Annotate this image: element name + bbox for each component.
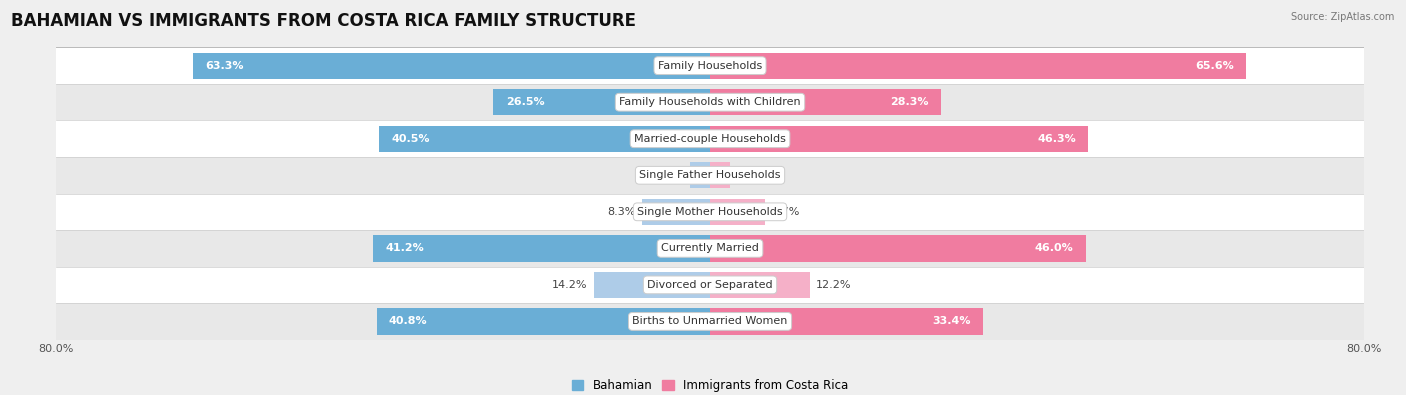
Bar <box>193 53 710 79</box>
Text: 46.3%: 46.3% <box>1038 134 1076 144</box>
Text: 41.2%: 41.2% <box>385 243 425 253</box>
Text: Source: ZipAtlas.com: Source: ZipAtlas.com <box>1291 12 1395 22</box>
Text: 63.3%: 63.3% <box>205 61 243 71</box>
Text: 2.4%: 2.4% <box>737 170 765 180</box>
Text: 8.3%: 8.3% <box>607 207 636 217</box>
FancyBboxPatch shape <box>56 120 1364 157</box>
Text: 26.5%: 26.5% <box>506 97 544 107</box>
Text: Single Mother Households: Single Mother Households <box>637 207 783 217</box>
Text: 28.3%: 28.3% <box>890 97 929 107</box>
Bar <box>710 89 941 115</box>
FancyBboxPatch shape <box>56 47 1364 84</box>
Text: Single Father Households: Single Father Households <box>640 170 780 180</box>
Bar <box>710 308 983 335</box>
Text: Married-couple Households: Married-couple Households <box>634 134 786 144</box>
Text: 40.8%: 40.8% <box>389 316 427 326</box>
Bar <box>374 235 710 261</box>
Text: 46.0%: 46.0% <box>1035 243 1074 253</box>
Bar <box>380 126 710 152</box>
Text: Currently Married: Currently Married <box>661 243 759 253</box>
Text: Divorced or Separated: Divorced or Separated <box>647 280 773 290</box>
Text: 40.5%: 40.5% <box>391 134 430 144</box>
FancyBboxPatch shape <box>56 157 1364 194</box>
Bar <box>710 272 810 298</box>
Legend: Bahamian, Immigrants from Costa Rica: Bahamian, Immigrants from Costa Rica <box>565 373 855 395</box>
Text: Births to Unmarried Women: Births to Unmarried Women <box>633 316 787 326</box>
Text: 12.2%: 12.2% <box>817 280 852 290</box>
Text: 14.2%: 14.2% <box>553 280 588 290</box>
Bar <box>710 235 1085 261</box>
Bar <box>593 272 710 298</box>
FancyBboxPatch shape <box>56 84 1364 120</box>
Text: BAHAMIAN VS IMMIGRANTS FROM COSTA RICA FAMILY STRUCTURE: BAHAMIAN VS IMMIGRANTS FROM COSTA RICA F… <box>11 12 637 30</box>
Bar <box>494 89 710 115</box>
Text: 2.5%: 2.5% <box>655 170 683 180</box>
FancyBboxPatch shape <box>56 303 1364 340</box>
Text: 6.7%: 6.7% <box>772 207 800 217</box>
Bar <box>710 162 730 188</box>
Text: Family Households: Family Households <box>658 61 762 71</box>
Bar <box>643 199 710 225</box>
Bar <box>710 199 765 225</box>
FancyBboxPatch shape <box>56 194 1364 230</box>
FancyBboxPatch shape <box>56 230 1364 267</box>
Bar <box>710 126 1088 152</box>
Bar <box>710 53 1246 79</box>
Text: 33.4%: 33.4% <box>932 316 970 326</box>
Bar <box>377 308 710 335</box>
Text: 65.6%: 65.6% <box>1195 61 1234 71</box>
Bar <box>689 162 710 188</box>
FancyBboxPatch shape <box>56 267 1364 303</box>
Text: Family Households with Children: Family Households with Children <box>619 97 801 107</box>
